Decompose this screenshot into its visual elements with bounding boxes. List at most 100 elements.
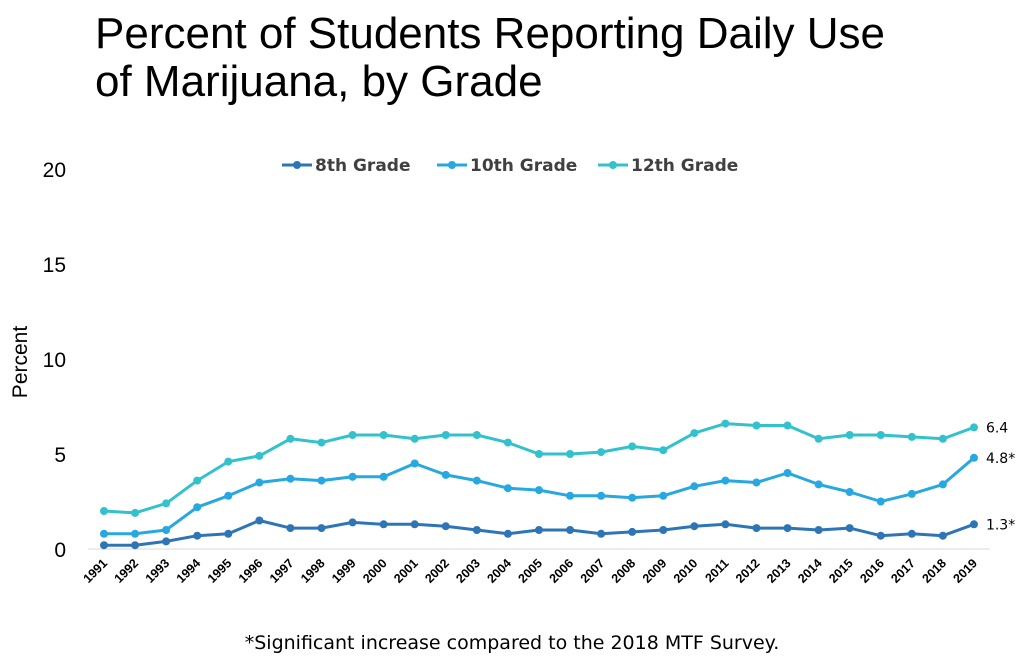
- data-point: [441, 431, 450, 439]
- data-point: [193, 503, 202, 512]
- data-point: [597, 448, 606, 457]
- data-point: [845, 524, 854, 533]
- series-line: [103, 422, 975, 515]
- data-point: [410, 434, 419, 443]
- x-tick-label: 1997: [267, 556, 297, 586]
- data-point: [131, 541, 140, 550]
- x-tick-label: 1994: [174, 556, 204, 586]
- legend-swatch-marker: [293, 161, 301, 169]
- data-point: [472, 526, 481, 534]
- chart-title: Percent of Students Reporting Daily Use …: [95, 10, 975, 106]
- data-point: [721, 520, 730, 529]
- data-point: [534, 450, 543, 458]
- data-point: [659, 446, 668, 455]
- data-point: [317, 438, 326, 447]
- data-point: [534, 526, 543, 534]
- data-point: [597, 529, 606, 538]
- data-point: [876, 531, 885, 540]
- x-tick-label: 2004: [484, 556, 514, 586]
- data-point: [348, 472, 357, 481]
- x-tick-label: 2015: [826, 556, 856, 586]
- data-point: [690, 522, 699, 531]
- data-point: [286, 434, 295, 443]
- x-tick-label: 1995: [205, 556, 235, 586]
- data-point: [969, 520, 978, 529]
- data-point: [317, 476, 326, 485]
- data-point: [379, 431, 388, 439]
- data-point: [845, 431, 854, 439]
- data-point: [410, 520, 419, 529]
- data-point: [690, 429, 699, 438]
- data-point: [814, 526, 823, 534]
- x-tick-label: 1998: [298, 556, 328, 586]
- x-tick-label: 2003: [453, 556, 483, 586]
- data-point: [566, 450, 575, 458]
- data-point: [566, 526, 575, 534]
- series-line: [104, 456, 975, 536]
- data-point: [348, 518, 357, 527]
- data-point: [255, 516, 264, 525]
- x-tick-label: 2006: [547, 556, 577, 586]
- data-point: [783, 421, 792, 430]
- data-point: [628, 493, 637, 502]
- data-point: [969, 423, 978, 432]
- data-point: [845, 488, 854, 496]
- x-tick-label: 1991: [81, 556, 111, 586]
- data-point: [162, 537, 171, 546]
- data-point: [907, 529, 916, 538]
- x-tick-label: 2016: [857, 556, 887, 586]
- data-point: [814, 434, 823, 443]
- x-tick-label: 2012: [733, 556, 763, 586]
- legend-label: 12th Grade: [631, 156, 738, 176]
- data-point: [597, 491, 606, 500]
- data-point: [566, 491, 575, 500]
- data-point: [193, 476, 202, 485]
- data-point: [628, 442, 637, 451]
- y-tick-label: 5: [54, 444, 66, 467]
- y-tick-label: 0: [54, 539, 66, 562]
- data-point: [938, 434, 947, 443]
- x-tick-label: 1993: [143, 556, 173, 586]
- data-point: [503, 529, 512, 538]
- data-point: [379, 472, 388, 481]
- x-tick-label: 2007: [578, 556, 608, 586]
- data-point: [907, 489, 916, 498]
- data-point: [814, 480, 823, 489]
- y-tick-label: 10: [43, 349, 66, 372]
- x-tick-label: 2011: [702, 556, 731, 585]
- x-tick-label: 2009: [640, 556, 670, 586]
- data-point: [472, 476, 481, 485]
- legend-swatch-marker: [448, 161, 456, 169]
- data-point: [783, 524, 792, 533]
- data-point: [534, 486, 543, 495]
- data-point: [876, 431, 885, 439]
- data-point: [224, 457, 233, 466]
- end-value-label: 4.8*: [986, 451, 1015, 467]
- x-tick-label: 2013: [764, 556, 794, 586]
- data-point: [628, 527, 637, 536]
- data-point: [317, 524, 326, 533]
- y-tick-label: 20: [43, 159, 66, 182]
- data-point: [162, 526, 171, 534]
- x-tick-label: 2005: [516, 556, 546, 586]
- data-point: [224, 529, 233, 538]
- data-point: [100, 541, 108, 550]
- data-point: [938, 480, 947, 489]
- data-point: [876, 497, 885, 506]
- data-point: [659, 526, 668, 534]
- x-tick-label: 1996: [236, 556, 266, 586]
- end-value-label: 1.3*: [986, 517, 1015, 533]
- legend-swatch-marker: [609, 161, 617, 169]
- data-point: [286, 474, 295, 483]
- data-point: [255, 478, 264, 487]
- x-tick-label: 2018: [919, 556, 949, 586]
- data-point: [783, 469, 792, 477]
- x-tick-label: 1992: [112, 556, 142, 586]
- legend-label: 8th Grade: [315, 156, 410, 176]
- x-tick-label: 2010: [671, 556, 701, 586]
- legend-label: 10th Grade: [470, 156, 577, 176]
- data-point: [907, 432, 916, 441]
- data-point: [938, 531, 947, 540]
- y-axis-label: Percent: [9, 326, 32, 399]
